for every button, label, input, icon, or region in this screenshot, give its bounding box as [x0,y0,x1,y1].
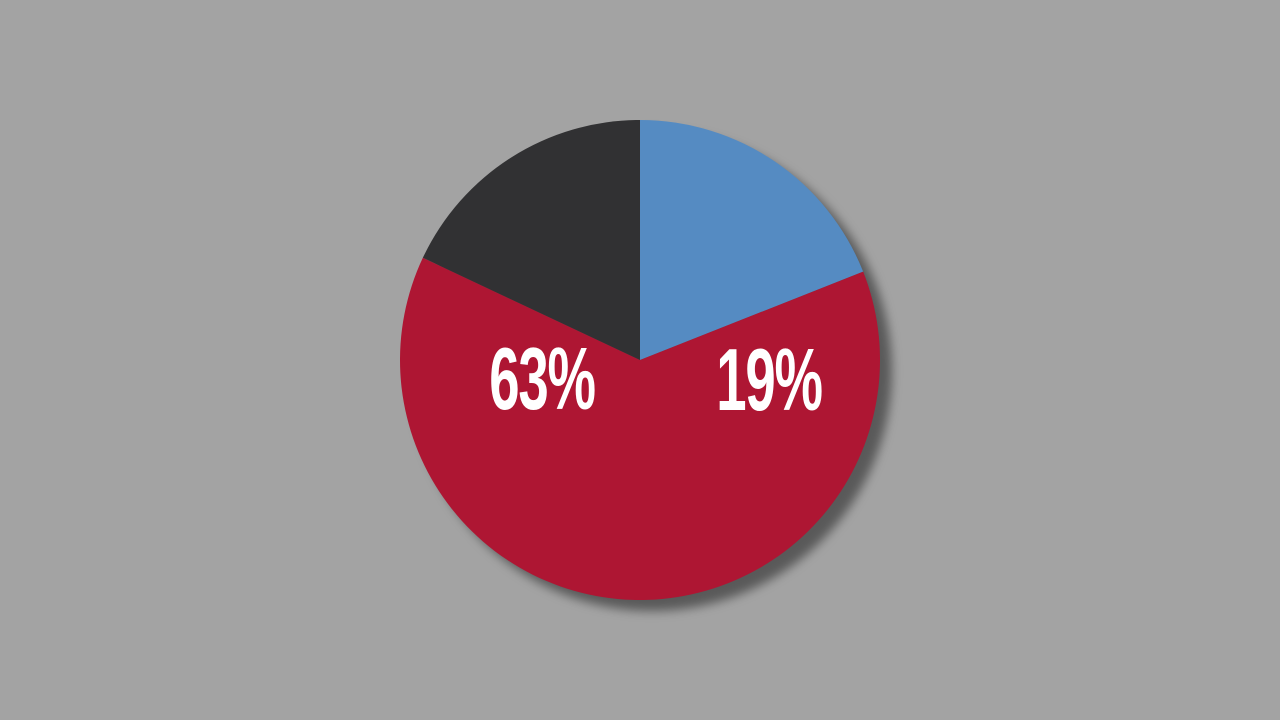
pie-slice-red [400,257,881,600]
pie-label-blue-19: 19% [716,330,823,429]
pie-slices-layer [400,120,881,600]
pie-slice-blue [640,120,864,360]
pie-label-red-63: 63% [489,329,596,428]
pie-slice-dark [422,120,640,360]
